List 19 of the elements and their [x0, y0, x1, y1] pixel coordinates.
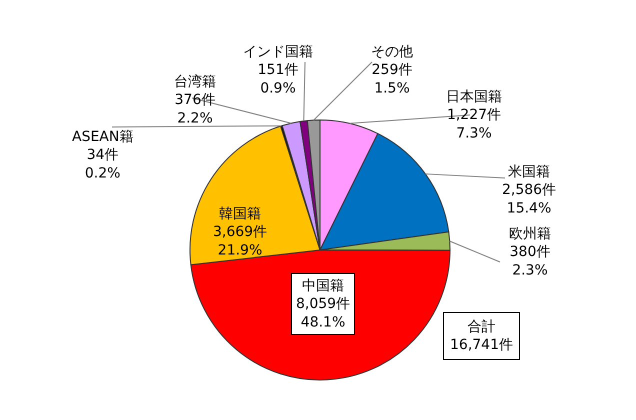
- data-label: 3,669件 21.9%: [213, 224, 268, 258]
- slice-label: 日本国籍: [446, 89, 502, 105]
- data-label: 376件 2.2%: [174, 92, 216, 126]
- data-label: 34件 0.2%: [84, 147, 120, 182]
- slice-label: その他: [371, 44, 413, 60]
- slice-label: 欧州籍: [509, 226, 551, 242]
- slice-label: 韓国籍: [219, 206, 262, 222]
- data-label: 1,227件 7.3%: [446, 107, 502, 142]
- slice-label: 台湾籍: [174, 74, 216, 90]
- data-label: 259件 1.5%: [372, 62, 412, 96]
- text: 合計 16,741件: [450, 319, 513, 354]
- slice-label: 米国籍: [508, 164, 550, 180]
- data-label: 151件 0.9%: [258, 62, 298, 96]
- slice-label: 中国籍: [302, 278, 344, 294]
- data-label: 380件 2.3%: [510, 244, 550, 278]
- data-label: 8,059件 48.1%: [296, 296, 350, 330]
- slice-label: ASEAN籍: [72, 129, 134, 145]
- data-label: 2,586件 15.4%: [502, 182, 556, 216]
- slice-label: インド国籍: [243, 44, 313, 60]
